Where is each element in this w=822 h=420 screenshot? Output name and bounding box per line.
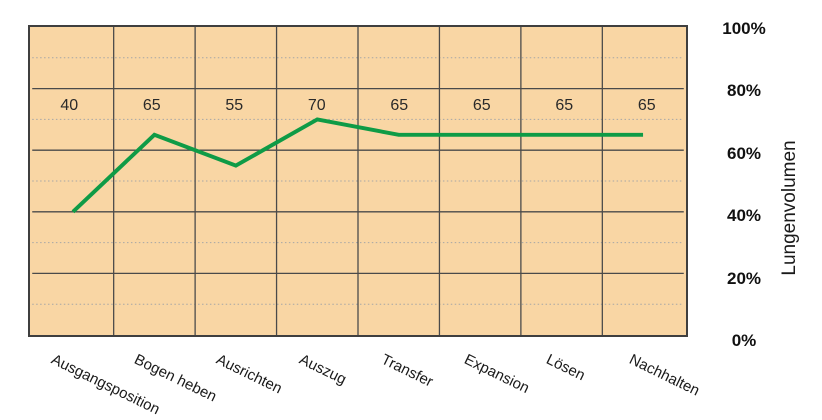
data-value-label: 55 bbox=[225, 97, 244, 114]
plot-area bbox=[28, 25, 688, 337]
x-tick-label: Expansion bbox=[461, 351, 532, 397]
x-tick-label: Transfer bbox=[378, 351, 436, 391]
y-tick-label: 20% bbox=[726, 268, 762, 288]
data-value-label: 65 bbox=[142, 97, 161, 114]
x-tick-label: Nachhalten bbox=[626, 351, 702, 400]
y-tick-label: 100% bbox=[722, 19, 766, 38]
data-value-label: 65 bbox=[637, 97, 656, 114]
x-tick-label: Lösen bbox=[543, 351, 588, 385]
y-tick-label: 60% bbox=[726, 143, 762, 163]
data-value-label: 70 bbox=[307, 97, 326, 114]
y-tick-label: 0% bbox=[731, 331, 757, 350]
data-value-label: 65 bbox=[555, 97, 574, 114]
y-tick-label: 80% bbox=[726, 81, 762, 101]
data-value-label: 65 bbox=[472, 97, 491, 114]
y-axis-title: Lungenvolumen bbox=[779, 140, 800, 276]
x-tick-label: Ausrichten bbox=[213, 351, 285, 398]
lung-volume-line bbox=[71, 117, 644, 214]
data-value-label: 65 bbox=[390, 97, 409, 114]
data-value-label: 40 bbox=[60, 97, 79, 114]
y-tick-label: 40% bbox=[726, 206, 762, 226]
x-tick-label: Auszug bbox=[296, 351, 349, 389]
chart-canvas bbox=[30, 27, 686, 335]
